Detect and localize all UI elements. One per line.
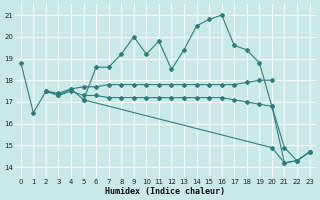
X-axis label: Humidex (Indice chaleur): Humidex (Indice chaleur) [105, 187, 225, 196]
